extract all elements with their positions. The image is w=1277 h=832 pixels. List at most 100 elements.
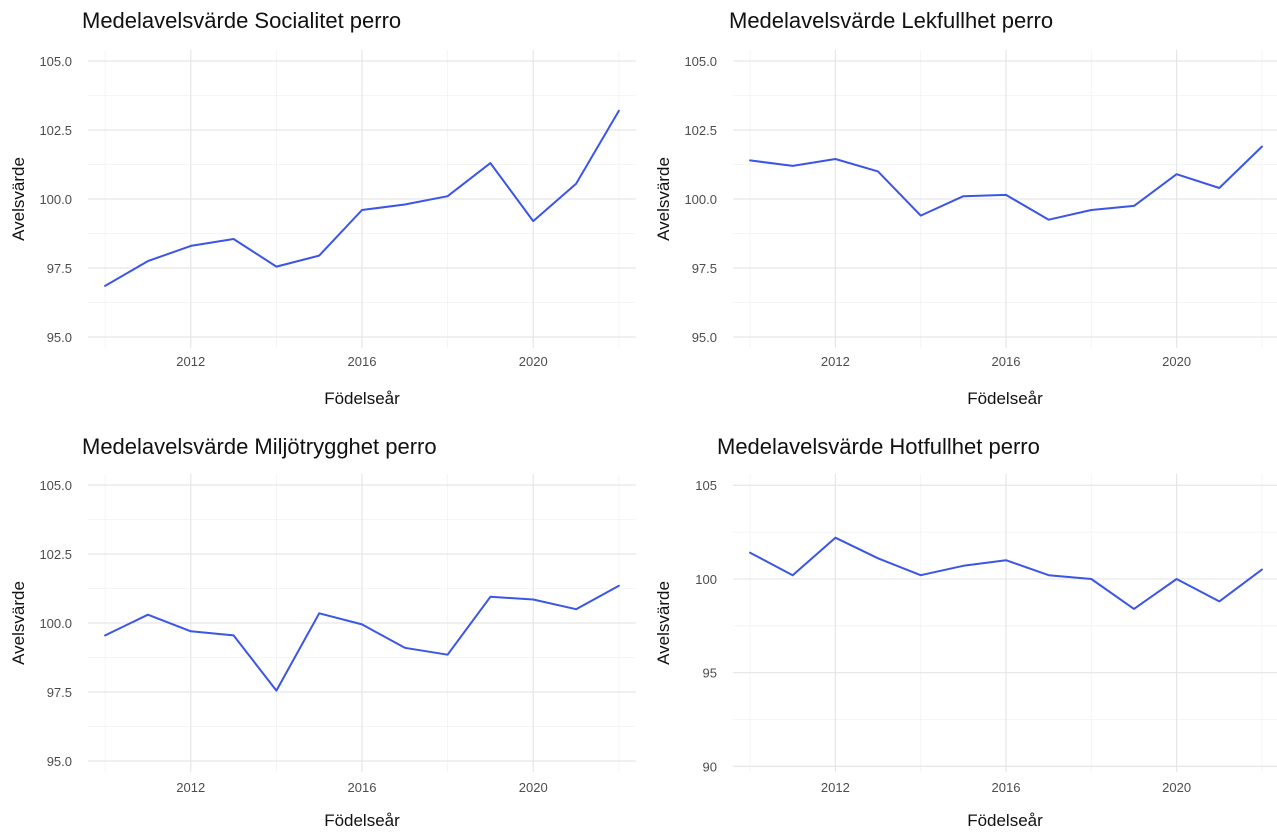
data-point [875, 555, 881, 561]
data-point [1131, 203, 1137, 209]
data-point [402, 202, 408, 208]
data-point [1088, 207, 1094, 213]
chart-panel-lekfullhet: Medelavelsvärde Lekfullhet perro Avelsvä… [654, 8, 1277, 408]
data-point [530, 218, 536, 224]
x-tick-label: 2012 [821, 780, 850, 795]
data-point [1216, 598, 1222, 604]
x-axis-label: Födelseår [324, 389, 400, 408]
y-tick-label: 100.0 [684, 192, 717, 207]
y-tick-label: 100.0 [39, 616, 72, 631]
x-tick-label: 2016 [348, 354, 377, 369]
data-point [530, 597, 536, 603]
data-point [188, 243, 194, 249]
chart-panel-hotfullhet: Medelavelsvärde Hotfullhet perro Avelsvä… [654, 434, 1277, 830]
data-point [1174, 171, 1180, 177]
data-point [1259, 567, 1265, 573]
x-tick-label: 2020 [1162, 354, 1191, 369]
data-point [1046, 572, 1052, 578]
data-point [1216, 185, 1222, 191]
x-tick-label: 2012 [176, 354, 205, 369]
data-point [188, 628, 194, 634]
data-point [487, 594, 493, 600]
data-point [616, 108, 622, 114]
y-tick-label: 97.5 [47, 261, 72, 276]
chart-title: Medelavelsvärde Socialitet perro [82, 8, 401, 33]
data-point [1046, 217, 1052, 223]
x-tick-label: 2020 [519, 354, 548, 369]
series-line [104, 109, 620, 287]
data-point [316, 253, 322, 259]
data-point [1131, 606, 1137, 612]
y-axis-label: Avelsvärde [9, 157, 28, 241]
y-tick-label: 95 [703, 666, 717, 681]
data-point [273, 688, 279, 694]
data-point [145, 612, 151, 618]
y-tick-label: 105 [695, 478, 717, 493]
x-axis-label: Födelseår [967, 389, 1043, 408]
data-point [1003, 192, 1009, 198]
series-line [749, 145, 1263, 221]
data-point [875, 168, 881, 174]
y-tick-label: 97.5 [692, 261, 717, 276]
data-point [273, 264, 279, 270]
data-point [231, 632, 237, 638]
y-tick-label: 100 [695, 572, 717, 587]
y-tick-label: 97.5 [47, 685, 72, 700]
x-tick-label: 2012 [821, 354, 850, 369]
x-tick-label: 2020 [519, 780, 548, 795]
data-point [1088, 576, 1094, 582]
x-axis-label: Födelseår [324, 811, 400, 830]
series-line [104, 584, 620, 692]
x-tick-label: 2016 [992, 780, 1021, 795]
y-axis-label: Avelsvärde [9, 581, 28, 665]
y-tick-label: 105.0 [684, 54, 717, 69]
x-tick-label: 2016 [992, 354, 1021, 369]
data-point [573, 181, 579, 187]
data-point [231, 236, 237, 242]
data-point [832, 535, 838, 541]
y-tick-label: 102.5 [684, 123, 717, 138]
chart-panel-socialitet: Medelavelsvärde Socialitet perro Avelsvä… [9, 8, 636, 408]
chart-title: Medelavelsvärde Miljötrygghet perro [82, 434, 437, 459]
y-axis-label: Avelsvärde [654, 157, 673, 241]
y-tick-label: 95.0 [47, 754, 72, 769]
x-tick-label: 2016 [348, 780, 377, 795]
data-point [918, 213, 924, 219]
chart-title: Medelavelsvärde Hotfullhet perro [717, 434, 1040, 459]
y-tick-label: 102.5 [39, 123, 72, 138]
data-point [445, 193, 451, 199]
data-point [616, 583, 622, 589]
data-point [359, 621, 365, 627]
data-point [747, 157, 753, 163]
y-tick-label: 100.0 [39, 192, 72, 207]
data-point [918, 572, 924, 578]
data-point [747, 550, 753, 556]
y-tick-label: 105.0 [39, 54, 72, 69]
data-point [102, 632, 108, 638]
y-tick-label: 90 [703, 759, 717, 774]
series-line [749, 536, 1263, 610]
data-point [832, 156, 838, 162]
y-tick-label: 95.0 [692, 330, 717, 345]
data-point [790, 572, 796, 578]
data-point [1174, 576, 1180, 582]
data-point [402, 645, 408, 651]
data-point [145, 258, 151, 264]
data-point [960, 563, 966, 569]
data-point [790, 163, 796, 169]
x-tick-label: 2020 [1162, 780, 1191, 795]
y-tick-label: 105.0 [39, 478, 72, 493]
chart-panel-miljotrygghet: Medelavelsvärde Miljötrygghet perro Avel… [9, 434, 636, 830]
x-axis-label: Födelseår [967, 811, 1043, 830]
data-point [487, 160, 493, 166]
data-point [573, 606, 579, 612]
chart-title: Medelavelsvärde Lekfullhet perro [729, 8, 1053, 33]
data-point [445, 652, 451, 658]
y-tick-label: 95.0 [47, 330, 72, 345]
y-tick-label: 102.5 [39, 547, 72, 562]
data-point [1003, 557, 1009, 563]
x-tick-label: 2012 [176, 780, 205, 795]
data-point [960, 193, 966, 199]
data-point [316, 610, 322, 616]
